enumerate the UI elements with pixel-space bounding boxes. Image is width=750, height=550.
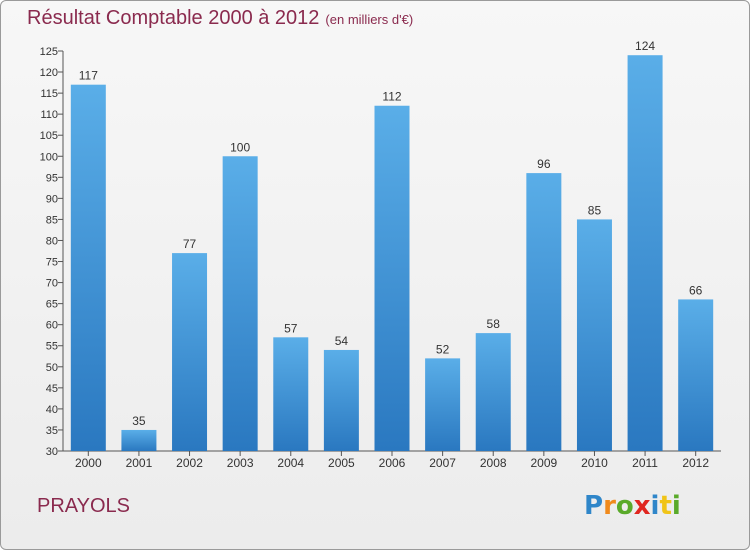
chart-title-text: Résultat Comptable 2000 à 2012 [27,7,320,29]
x-tick-label: 2003 [227,456,254,470]
y-tick-label: 125 [40,46,58,58]
x-tick-label: 2011 [632,456,658,470]
data-label-2007: 52 [436,342,450,356]
y-tick-label: 100 [40,151,58,163]
logo-letter: x [633,491,651,521]
logo-letter: t [659,491,672,521]
data-label-2006: 112 [382,90,401,104]
y-tick-label: 110 [40,109,58,121]
y-tick-label: 50 [46,362,58,374]
x-tick-label: 2000 [75,456,102,470]
logo-letter: i [671,491,681,521]
y-tick-label: 120 [40,67,58,79]
y-tick-label: 65 [46,299,58,311]
data-label-2003: 100 [230,140,250,154]
bar-2002[interactable] [172,253,208,451]
bar-2003[interactable] [222,156,258,451]
data-label-2008: 58 [487,317,501,331]
x-tick-label: 2012 [682,456,709,470]
data-label-2002: 77 [183,237,197,251]
x-tick-label: 2002 [176,456,203,470]
logo-letter: o [615,491,634,521]
y-tick-label: 55 [46,341,58,353]
y-tick-label: 105 [40,130,58,142]
x-tick-label: 2005 [328,456,355,470]
chart-title: Résultat Comptable 2000 à 2012 (en millie… [27,7,413,30]
x-tick-label: 2010 [581,456,608,470]
data-label-2012: 66 [689,283,703,297]
y-tick-label: 115 [40,88,58,100]
logo-letter: r [603,491,616,521]
bar-2004[interactable] [273,337,309,451]
y-tick-label: 70 [46,278,58,290]
x-tick-label: 2007 [429,456,456,470]
y-tick-label: 30 [46,446,58,458]
bar-2010[interactable] [576,219,612,451]
logo-letter: i [650,491,660,521]
y-tick-label: 80 [46,235,58,247]
x-tick-label: 2004 [277,456,304,470]
y-tick-label: 75 [46,257,58,269]
y-tick-label: 45 [46,383,58,395]
bar-2000[interactable] [70,84,106,452]
x-tick-label: 2001 [126,456,153,470]
bar-2012[interactable] [678,299,714,451]
data-label-2005: 54 [335,334,349,348]
chart-subtitle: (en milliers d'€) [325,12,414,27]
logo-letter: P [584,491,604,521]
data-label-2000: 117 [79,69,98,83]
x-tick-label: 2009 [530,456,557,470]
bars-group: 117 35 77 100 57 54 112 52 58 96 85 124 66 [70,39,714,452]
bar-2008[interactable] [475,333,511,451]
bar-2006[interactable] [374,105,410,451]
data-label-2010: 85 [588,203,602,217]
y-tick-label: 40 [46,404,58,416]
bar-2011[interactable] [627,55,663,452]
y-tick-label: 35 [46,425,58,437]
x-tick-label: 2008 [480,456,507,470]
bar-2005[interactable] [323,349,359,451]
data-label-2011: 124 [635,39,655,53]
x-tick-label: 2006 [379,456,406,470]
proxiti-logo[interactable]: Proxiti [584,491,681,521]
commune-name: PRAYOLS [37,495,130,517]
data-label-2004: 57 [284,321,298,335]
data-label-2009: 96 [537,157,551,171]
bar-2007[interactable] [425,358,461,451]
bar-2009[interactable] [526,173,562,451]
data-label-2001: 35 [132,414,146,428]
y-tick-label: 95 [46,172,58,184]
y-tick-label: 85 [46,214,58,226]
y-tick-label: 60 [46,320,58,332]
bar-2001[interactable] [121,429,157,451]
y-tick-label: 90 [46,193,58,205]
